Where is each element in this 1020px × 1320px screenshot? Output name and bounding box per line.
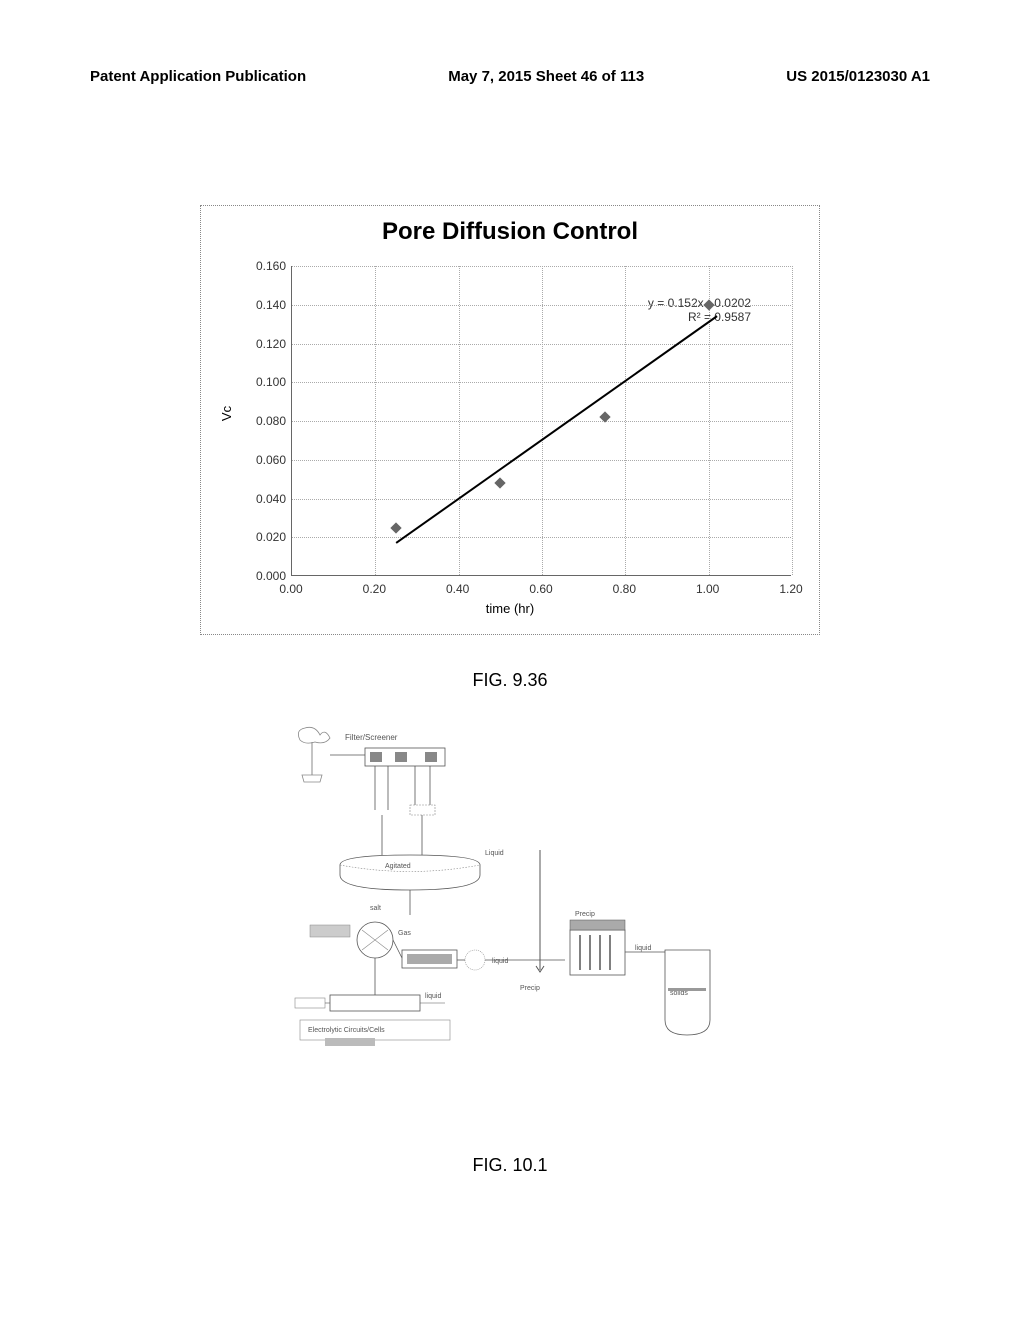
liquid-label-1: Liquid [485,850,504,857]
ytick-label: 0.080 [241,414,286,428]
ytick-label: 0.120 [241,337,286,351]
input-tree-icon [298,727,330,782]
salt-label: salt [370,905,381,912]
trendline-equation: y = 0.152x - 0.0202 R² = 0.9587 [648,296,751,324]
svg-text:Agitated: Agitated [385,863,411,870]
xtick-label: 0.60 [521,582,561,596]
flowchart-svg: Filter/Screener Agitated Liquid salt Fil… [270,720,760,1120]
leaching-box [330,995,420,1011]
xtick-label: 0.00 [271,582,311,596]
xtick-label: 1.20 [771,582,811,596]
figure-caption-2: FIG. 10.1 [472,1155,547,1176]
process-flowchart: Filter/Screener Agitated Liquid salt Fil… [270,720,760,1120]
header-left: Patent Application Publication [90,68,306,85]
gas-label: Gas [398,930,411,937]
page-header: Patent Application Publication May 7, 20… [0,68,1020,85]
filter-screener-label: Filter/Screener [345,733,398,742]
ytick-label: 0.160 [241,259,286,273]
precipitator-box [570,930,625,975]
trendline [396,315,718,543]
equation-line2: R² = 0.9587 [648,310,751,324]
gridline-v [792,266,793,575]
liquid-label-2: liquid [492,958,508,965]
gridline-v [459,266,460,575]
xtick-label: 1.00 [688,582,728,596]
data-point [495,477,506,488]
ytick-label: 0.100 [241,375,286,389]
data-point [390,522,401,533]
pore-diffusion-chart: Pore Diffusion Control Vc time (hr) y = … [200,205,820,635]
xtick-label: 0.80 [604,582,644,596]
ytick-label: 0.140 [241,298,286,312]
svg-text:liquid: liquid [425,993,441,1000]
header-right: US 2015/0123030 A1 [786,68,930,85]
plot-area: y = 0.152x - 0.0202 R² = 0.9587 [291,266,791,576]
gridline-v [375,266,376,575]
chart-xlabel: time (hr) [486,601,534,616]
chart-title: Pore Diffusion Control [201,218,819,246]
ytick-label: 0.040 [241,492,286,506]
equation-line1: y = 0.152x - 0.0202 [648,296,751,310]
ytick-label: 0.000 [241,569,286,583]
svg-text:Precip: Precip [520,985,540,992]
svg-text:solids: solids [670,990,688,997]
electrolytic-label: Electrolytic Circuits/Cells [308,1027,385,1034]
svg-text:Precip: Precip [575,911,595,918]
agitated-tank-icon: Agitated [340,855,480,890]
gridline-v [542,266,543,575]
ytick-label: 0.060 [241,453,286,467]
figure-caption-1: FIG. 9.36 [472,670,547,691]
chart-ylabel: Vc [219,406,234,421]
gridline-v [625,266,626,575]
svg-text:liquid: liquid [635,945,651,952]
header-center: May 7, 2015 Sheet 46 of 113 [448,68,644,85]
gridline-v [709,266,710,575]
xtick-label: 0.40 [438,582,478,596]
xtick-label: 0.20 [354,582,394,596]
ytick-label: 0.020 [241,530,286,544]
